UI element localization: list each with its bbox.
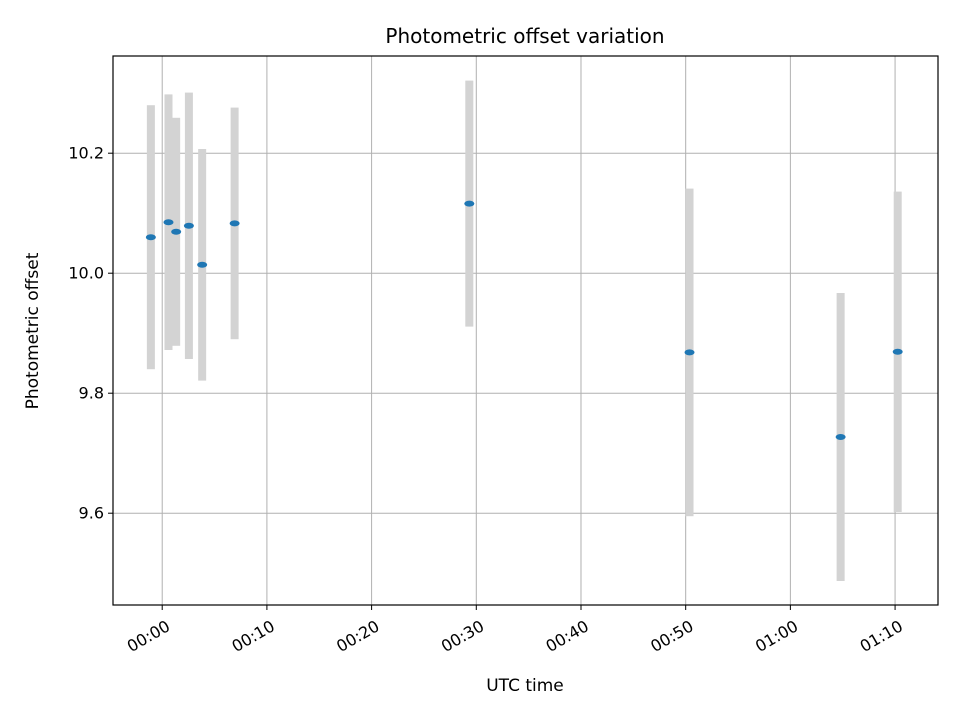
y-axis: 9.6 9.8 10.0 10.2: [68, 144, 113, 523]
y-tick-label: 10.2: [68, 144, 104, 163]
data-point: [163, 219, 174, 226]
data-point: [684, 349, 695, 356]
y-tick-label: 9.6: [79, 504, 104, 523]
data-point: [171, 228, 182, 235]
y-tick-label: 10.0: [68, 264, 104, 283]
y-tick-label: 9.8: [79, 384, 104, 403]
plot-frame: [112, 55, 939, 606]
x-axis-title: UTC time: [486, 676, 564, 696]
data-point: [145, 234, 156, 241]
data-point: [464, 200, 475, 207]
data-point: [183, 222, 194, 229]
chart-title: Photometric offset variation: [385, 24, 664, 48]
data-point: [197, 261, 208, 268]
data-point: [892, 348, 903, 355]
data-point: [835, 434, 846, 440]
y-axis-title: Photometric offset: [23, 252, 43, 409]
data-points: [145, 200, 903, 440]
data-point: [229, 220, 240, 227]
